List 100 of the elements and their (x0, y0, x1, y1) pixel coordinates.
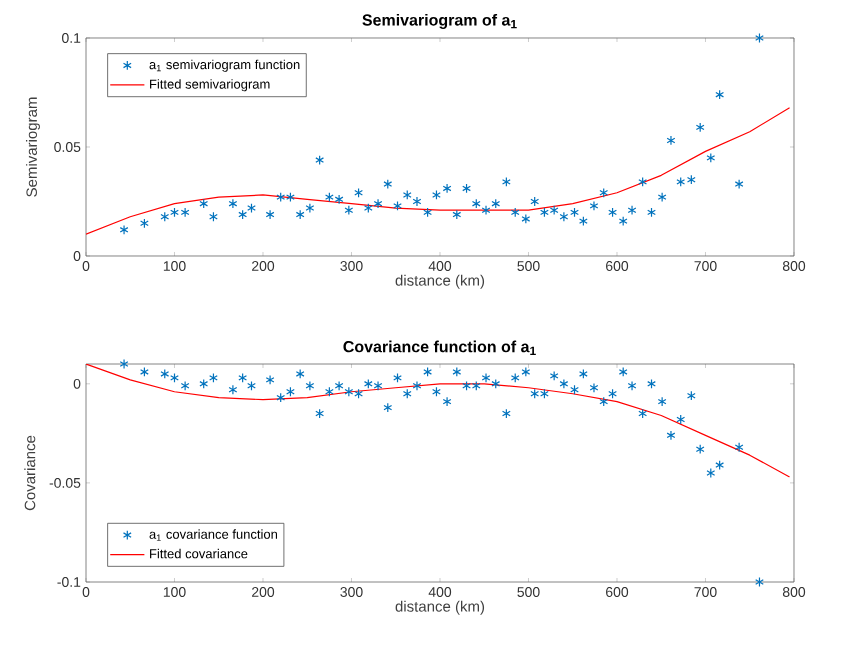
point (209, 211, 218, 222)
point (160, 368, 170, 379)
point (462, 380, 471, 391)
point (442, 183, 452, 194)
point (589, 382, 599, 393)
point (363, 203, 373, 214)
point (618, 366, 628, 377)
point (666, 430, 676, 441)
point (540, 388, 549, 399)
point (265, 374, 275, 385)
point (570, 207, 579, 218)
point (247, 380, 256, 391)
point (315, 408, 325, 419)
point (608, 388, 617, 399)
point (393, 372, 402, 383)
point (140, 366, 149, 377)
point (570, 384, 579, 395)
point (657, 396, 667, 407)
point (501, 408, 511, 419)
point (481, 205, 491, 216)
point (247, 203, 256, 214)
point (627, 380, 637, 391)
point (755, 577, 764, 587)
point (199, 198, 209, 209)
point (442, 396, 452, 407)
point (686, 390, 696, 401)
point (373, 198, 383, 209)
point (228, 198, 238, 209)
point (354, 187, 363, 198)
point (412, 380, 422, 391)
point (305, 380, 315, 391)
point (286, 386, 295, 397)
point (412, 196, 422, 207)
point (160, 211, 170, 222)
point (471, 198, 481, 209)
point (676, 176, 686, 187)
point (608, 207, 617, 218)
point (657, 192, 667, 203)
point (530, 196, 540, 207)
point (324, 386, 334, 397)
point (383, 179, 393, 190)
point (510, 372, 520, 383)
point (589, 200, 599, 211)
point (695, 444, 705, 455)
point (559, 378, 569, 389)
point (618, 216, 628, 227)
point (432, 189, 441, 200)
point (540, 207, 549, 218)
point (452, 366, 462, 377)
point (344, 205, 354, 216)
point (334, 380, 344, 391)
point (315, 155, 325, 166)
point (423, 366, 433, 377)
point (423, 207, 433, 218)
point (647, 378, 656, 389)
point (295, 368, 305, 379)
point (373, 380, 383, 391)
point (695, 122, 705, 133)
point (706, 152, 716, 163)
chart-title: Covariance function of a$_{1}$ (343, 340, 536, 355)
point (638, 408, 648, 419)
point (383, 402, 393, 413)
point (676, 414, 686, 425)
point (462, 183, 471, 194)
point (402, 189, 412, 200)
point (170, 207, 179, 218)
point (238, 372, 248, 383)
point (666, 135, 676, 146)
point (638, 176, 648, 187)
point (334, 194, 344, 205)
point (549, 370, 559, 381)
point (599, 396, 609, 407)
point (530, 388, 540, 399)
point (228, 384, 238, 395)
point (180, 380, 190, 391)
point (686, 174, 696, 185)
point (344, 386, 354, 397)
point (715, 89, 725, 100)
point (481, 372, 491, 383)
point (578, 216, 588, 227)
point (402, 388, 412, 399)
point (363, 378, 373, 389)
point (578, 368, 588, 379)
point (755, 32, 764, 43)
point (715, 460, 725, 471)
point (734, 442, 744, 453)
point (559, 211, 569, 222)
point (521, 213, 531, 224)
point (324, 192, 334, 203)
point (199, 378, 209, 389)
point (119, 224, 129, 235)
point (119, 359, 129, 369)
point (452, 209, 462, 220)
point (209, 372, 218, 383)
point (354, 388, 363, 399)
point (627, 205, 637, 216)
point (549, 205, 559, 216)
point (276, 192, 286, 203)
point (599, 187, 609, 198)
point (491, 378, 501, 389)
